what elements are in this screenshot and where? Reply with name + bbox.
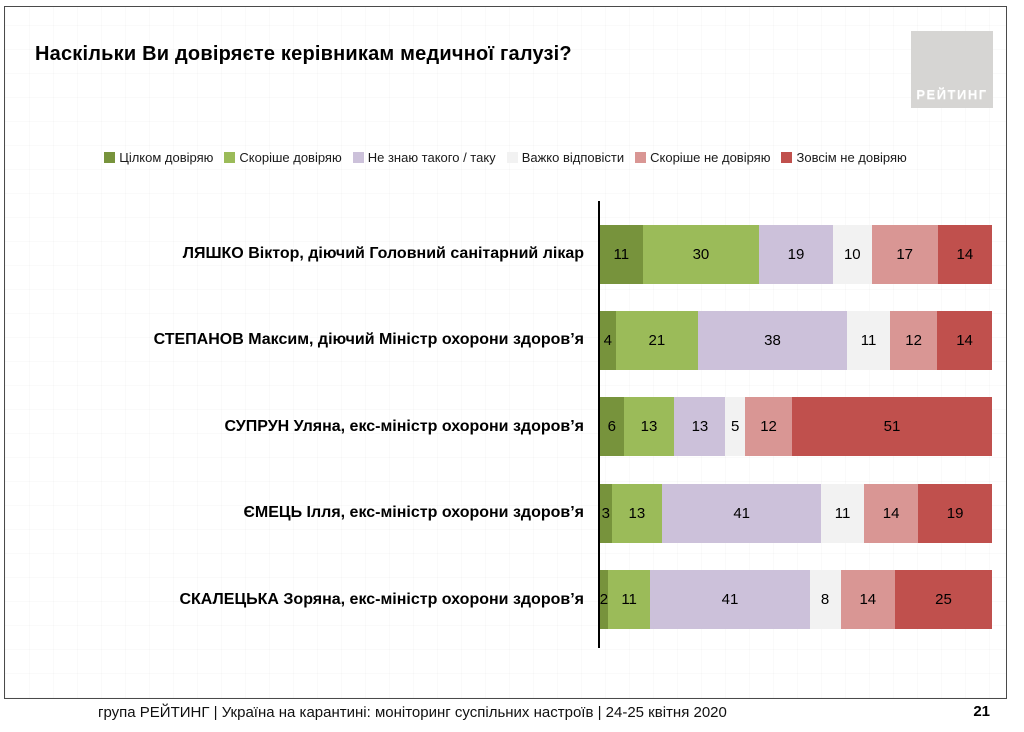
legend-swatch-icon	[781, 152, 793, 163]
bar-segment: 14	[840, 570, 895, 630]
bar-segment: 14	[863, 483, 919, 543]
legend-item: Не знаю такого / таку	[352, 150, 496, 165]
legend-item: Скоріше не довіряю	[635, 150, 770, 165]
bar-segment: 8	[809, 570, 841, 630]
bar-segment: 14	[937, 311, 992, 371]
category-label: СТЕПАНОВ Максим, діючий Міністр охорони …	[153, 331, 584, 349]
bar-segment: 38	[698, 311, 847, 371]
legend-item: Скоріше довіряю	[224, 150, 342, 165]
chart-row: ЛЯШКО Віктор, діючий Головний санітарний…	[5, 211, 1006, 297]
page-number: 21	[973, 703, 990, 720]
bar-segment: 4	[600, 311, 616, 371]
bar-segment: 11	[600, 224, 643, 284]
legend-item: Важко відповісти	[506, 150, 625, 165]
legend-item: Зовсім не довіряю	[781, 150, 907, 165]
footer-text: група РЕЙТИНГ | Україна на карантині: мо…	[98, 704, 727, 721]
legend-swatch-icon	[224, 152, 236, 163]
stacked-bar: 11 30 19 10 17 14	[600, 224, 993, 284]
legend-swatch-icon	[506, 152, 518, 163]
bar-segment: 21	[615, 311, 698, 371]
category-label: ЄМЕЦЬ Ілля, екс-міністр охорони здоров’я	[243, 504, 584, 522]
bar-segment: 13	[623, 397, 675, 457]
trust-chart: ЛЯШКО Віктор, діючий Головний санітарний…	[5, 211, 1006, 643]
bar-segment: 41	[662, 483, 822, 543]
legend-swatch-icon	[352, 152, 364, 163]
chart-row: СКАЛЕЦЬКА Зоряна, екс-міністр охорони зд…	[5, 557, 1006, 643]
category-axis-line	[598, 201, 600, 648]
legend-label: Скоріше довіряю	[239, 150, 342, 165]
stacked-bar: 2 11 41 8 14 25	[600, 570, 992, 630]
page-title: Наскільки Ви довіряєте керівникам медичн…	[35, 43, 572, 65]
bar-segment: 51	[792, 397, 992, 457]
chart-row: СТЕПАНОВ Максим, діючий Міністр охорони …	[5, 297, 1006, 383]
bar-segment: 11	[846, 311, 891, 371]
legend-swatch-icon	[635, 152, 647, 163]
bar-segment: 11	[607, 570, 651, 630]
bar-segment: 13	[611, 483, 663, 543]
legend-label: Цілком довіряю	[119, 150, 214, 165]
legend-label: Зовсім не довіряю	[796, 150, 907, 165]
bar-segment: 10	[832, 224, 872, 284]
category-label: СКАЛЕЦЬКА Зоряна, екс-міністр охорони зд…	[179, 590, 584, 608]
legend-swatch-icon	[104, 152, 116, 163]
stacked-bar: 4 21 38 11 12 14	[600, 311, 992, 371]
chart-row: СУПРУН Уляна, екс-міністр охорони здоров…	[5, 384, 1006, 470]
legend-label: Не знаю такого / таку	[367, 150, 496, 165]
legend-label: Скоріше не довіряю	[650, 150, 771, 165]
bar-segment: 6	[600, 397, 624, 457]
slide: Наскільки Ви довіряєте керівникам медичн…	[4, 6, 1007, 699]
bar-segment: 19	[918, 483, 992, 543]
bar-segment: 25	[894, 570, 992, 630]
bar-segment: 19	[759, 224, 833, 284]
bar-segment: 11	[821, 483, 864, 543]
category-label: ЛЯШКО Віктор, діючий Головний санітарний…	[182, 245, 584, 262]
bar-segment: 5	[725, 397, 746, 457]
legend-label: Важко відповісти	[521, 150, 625, 165]
rating-logo-text: РЕЙТИНГ	[916, 87, 988, 102]
bar-segment: 12	[890, 311, 938, 371]
bar-segment: 14	[937, 224, 993, 284]
chart-row: ЄМЕЦЬ Ілля, екс-міністр охорони здоров’я…	[5, 470, 1006, 556]
chart-legend: Цілком довіряю Скоріше довіряю Не знаю так…	[5, 150, 1006, 165]
bar-segment: 2	[600, 570, 608, 630]
bar-segment: 41	[650, 570, 810, 630]
legend-item: Цілком довіряю	[104, 150, 213, 165]
bar-segment: 13	[674, 397, 726, 457]
bar-segment: 30	[642, 224, 760, 284]
rating-logo: РЕЙТИНГ	[911, 31, 993, 108]
bar-segment: 12	[745, 397, 793, 457]
bar-segment: 17	[871, 224, 938, 284]
stacked-bar: 6 13 13 5 12 51	[600, 397, 992, 457]
category-label: СУПРУН Уляна, екс-міністр охорони здоров…	[224, 417, 584, 435]
stacked-bar: 3 13 41 11 14 19	[600, 483, 992, 543]
bar-segment: 3	[600, 483, 612, 543]
